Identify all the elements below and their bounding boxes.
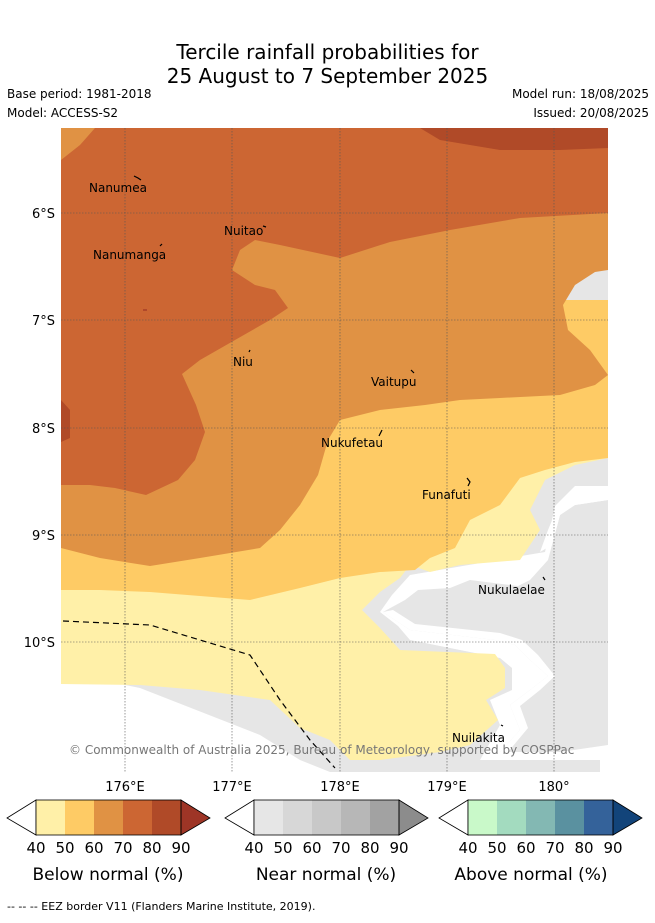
map-title-line2: 25 August to 7 September 2025 [166,64,489,88]
legend-below-tick: 60 [84,839,103,857]
lat-label-10s: 10°S [24,636,55,651]
legend-below-tick: 50 [55,839,74,857]
place-nukulaelae: Nukulaelae [478,583,545,597]
place-funafuti: Funafuti [422,488,471,502]
lat-label-8s: 8°S [32,422,55,437]
legend-below-normal: 40 50 60 70 80 90 Below normal (%) [6,799,211,885]
near-normal-patch [383,500,608,752]
base-period-label: Base period: 1981-2018 [7,87,152,101]
copyright-notice: © Commonwealth of Australia 2025, Bureau… [69,743,574,757]
legend-below-tick: 90 [171,839,190,857]
eez-border [62,620,336,769]
below-normal-80-zone-2 [61,400,70,442]
legend-above-tick: 50 [487,839,506,857]
below-normal-60-notch [61,128,95,160]
legend-near-tick: 60 [302,839,321,857]
place-nuilakita: Nuilakita [452,731,505,745]
legend-below-extend-high [180,799,211,836]
below-normal-70-zone [61,128,608,495]
legend-near-extend-low [224,799,255,836]
legend-above-extend-low [438,799,469,836]
legend-near-tick: 40 [244,839,263,857]
place-labels: Nanumea Nuitao Nanumanga Niu Vaitupu Nuk… [89,181,545,745]
map-title-line1: Tercile rainfall probabilities for [176,40,479,64]
lon-label-179e: 179°E [427,780,467,795]
place-nanumea: Nanumea [89,181,147,195]
legend-near-tick: 80 [360,839,379,857]
legend-near-tick: 70 [331,839,350,857]
model-run-label: Model run: 18/08/2025 [511,87,649,101]
gridlines [61,128,608,772]
legend-below-tick: 40 [26,839,45,857]
probability-fill [61,128,608,772]
latitude-labels: 6°S 7°S 8°S 9°S 10°S [24,207,55,651]
place-nukufetau: Nukufetau [321,436,383,450]
legend-above-extend-high [612,799,643,836]
legend-near-title: Near normal (%) [256,865,396,885]
lon-label-178e: 178°E [320,780,360,795]
island-markers [133,175,546,727]
lon-label-180: 180° [538,780,569,795]
place-niu: Niu [233,355,253,369]
legend-above-title: Above normal (%) [454,865,607,885]
legend-above-tick: 70 [545,839,564,857]
lat-label-6s: 6°S [32,207,55,222]
legend-near-extend-high [398,799,429,836]
lat-label-9s: 9°S [32,529,55,544]
longitude-labels: 176°E 177°E 178°E 179°E 180° [105,780,569,795]
legend-above-tick: 60 [516,839,535,857]
lat-label-7s: 7°S [32,314,55,329]
legend-below-tick: 70 [113,839,132,857]
eez-footnote: -- -- -- EEZ border V11 (Flanders Marine… [7,900,316,913]
legend-below-tick: 80 [142,839,161,857]
legend-below-extend-low [6,799,37,836]
legend-near-tick: 50 [273,839,292,857]
legend-above-normal: 40 50 60 70 80 90 Above normal (%) [438,799,643,885]
issued-label: Issued: 20/08/2025 [533,106,649,120]
legend-above-tick: 90 [603,839,622,857]
place-nanumanga: Nanumanga [93,248,166,262]
white-band-2 [540,488,608,552]
below-normal-80-zone [420,128,608,150]
lon-label-176e: 176°E [105,780,145,795]
place-vaitupu: Vaitupu [371,375,417,389]
place-nuitao: Nuitao [224,224,263,238]
legend-above-tick: 80 [574,839,593,857]
legend-near-normal: 40 50 60 70 80 90 Near normal (%) [224,799,429,885]
legend-above-tick: 40 [458,839,477,857]
lon-label-177e: 177°E [212,780,252,795]
model-label: Model: ACCESS-S2 [7,106,119,120]
legend-near-tick: 90 [389,839,408,857]
legend-below-title: Below normal (%) [33,865,184,885]
